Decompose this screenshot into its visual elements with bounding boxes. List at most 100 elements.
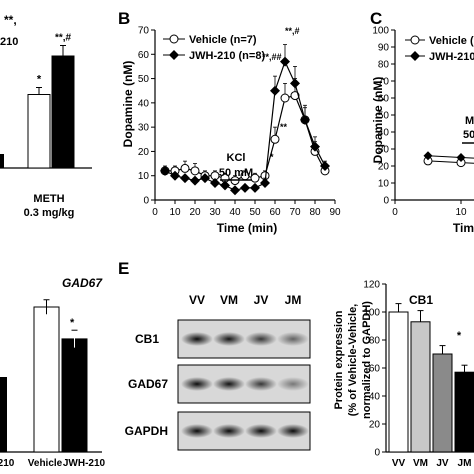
panel-c-ytick-label: 40: [378, 128, 390, 139]
blot-label-cb1: CB1: [135, 332, 159, 346]
panel-c-ytick-label: 60: [378, 94, 390, 105]
panel-c-series-line-0: [427, 160, 474, 164]
panel-c-series-line-1: [427, 155, 474, 159]
data-point-jwh210: [310, 141, 320, 152]
blot-label-gapdh: GAPDH: [125, 424, 168, 438]
panel-d-sig: *: [70, 317, 75, 329]
panel-a-bar-vehicle: [27, 94, 51, 169]
data-point-vehicle: [280, 93, 290, 103]
panel-c-xlabel-fragment: Tim: [453, 221, 474, 235]
panel-e-bar-jv: [432, 353, 453, 453]
panel-e-ytick-label: 40: [369, 392, 381, 403]
legend-c-vehicle-label: Vehicle (: [429, 35, 474, 47]
data-point-jwh210: [190, 175, 200, 186]
panel-b-xtick-label: 70: [289, 207, 301, 218]
panel-e-bar-vv: [388, 311, 409, 453]
blot-gad67-band: [213, 377, 245, 391]
data-point-jwh210: [220, 180, 230, 191]
panel-b-xlabel: Time (min): [217, 221, 277, 235]
panel-e-xtick-label: JV: [436, 458, 449, 469]
panel-d-xtick-1: Vehicle: [28, 458, 63, 469]
data-point-jwh210: [270, 85, 280, 96]
panel-b-ytick-label: 30: [138, 123, 150, 134]
panel-c-ytick-label: 30: [378, 145, 390, 156]
panel-e-bar-jm: [454, 371, 474, 453]
panel-e-xtick-label: JM: [458, 458, 472, 469]
panel-d-bar-offscreen: [0, 377, 7, 452]
panel-a-bar-jwh210: [51, 55, 75, 169]
panel-c-xtick-label: 0: [392, 207, 398, 218]
blot-gapdh-band: [181, 424, 213, 438]
data-point-vehicle: [250, 173, 260, 183]
panel-a-meth-label: METH: [33, 193, 64, 205]
data-point-jwh210: [230, 185, 240, 196]
panel-b-xtick-label: 30: [209, 207, 221, 218]
panel-e-ytick-label: 100: [363, 308, 380, 319]
legend-c-jwh-marker: [410, 51, 420, 61]
panel-e-ytick-label: 120: [363, 280, 380, 291]
panel-a-sig-jwh: **,#: [55, 33, 72, 44]
data-point-jwh210: [240, 182, 250, 193]
panel-b-xtick-label: 80: [309, 207, 321, 218]
blot-label-gad67: GAD67: [128, 377, 168, 391]
data-point-vehicle: [270, 134, 280, 144]
panel-b-letter: B: [118, 9, 130, 28]
lane-label-jv: JV: [254, 293, 269, 307]
legend-vehicle-label: Vehicle (n=7): [189, 34, 257, 46]
panel-c-fragment-m: M: [465, 115, 474, 127]
panel-c-xtick-label: 10: [455, 207, 467, 218]
panel-b-xtick-label: 90: [329, 207, 341, 218]
panel-a-sig-vehicle: *: [37, 74, 42, 86]
data-point-vehicle: [180, 163, 190, 173]
panel-b-xtick-label: 10: [169, 207, 181, 218]
data-point-jwh210: [300, 114, 310, 125]
panel-b-xtick-label: 60: [269, 207, 281, 218]
panel-b-xtick-label: 20: [189, 207, 201, 218]
panel-c-ytick-label: 70: [378, 77, 390, 88]
panel-b-sig-2: **,##: [262, 52, 282, 62]
blot-gapdh-band: [213, 424, 245, 438]
panel-c-ytick-label: 50: [378, 111, 390, 122]
blot-gad67-band: [277, 377, 309, 391]
lane-label-vm: VM: [220, 293, 238, 307]
legend-c-vehicle-marker: [410, 35, 420, 45]
panel-e-ylabel-3: normalized to GAPDH): [361, 301, 373, 419]
panel-d-bar-vehicle: [33, 306, 60, 453]
panel-a-partial: **, 210 * **,# METH 0.3 mg/kg: [0, 13, 92, 219]
data-point-jwh210: [290, 78, 300, 89]
data-point-jwh210: [260, 178, 270, 188]
panel-e-ytick-label: 0: [374, 448, 380, 459]
panel-c-fragment-50: 50: [463, 129, 474, 141]
panel-d-xtick-0: 210: [0, 458, 15, 469]
data-point-jwh210: [250, 182, 260, 193]
panel-e-bar-title: CB1: [409, 293, 433, 307]
blot-cb1-band: [213, 332, 245, 346]
legend-vehicle-marker: [169, 34, 179, 44]
legend-jwh-label: JWH-210 (n=8): [189, 50, 265, 62]
lane-label-vv: VV: [189, 293, 205, 307]
data-point-jwh210: [200, 173, 210, 184]
panel-c-point-jwh210: [423, 151, 433, 161]
legend-jwh-marker: [169, 50, 179, 60]
panel-b-legend: Vehicle (n=7) JWH-210 (n=8): [163, 34, 265, 62]
panel-b-sig-3: **: [280, 122, 288, 132]
panel-d-title: GAD67: [62, 276, 103, 290]
panel-c-letter: C: [370, 9, 382, 28]
panel-b-ytick-label: 70: [138, 26, 150, 37]
panel-c-ytick-label: 10: [378, 179, 390, 190]
panel-c-ytick-label: 80: [378, 60, 390, 71]
data-point-jwh210: [160, 165, 170, 176]
panel-b-ytick-label: 20: [138, 147, 150, 158]
panel-b-ytick-label: 60: [138, 50, 150, 61]
data-point-jwh210: [320, 161, 330, 171]
panel-b-sig-1: **,#: [285, 26, 300, 36]
legend-c-jwh-label: JWH-210: [429, 51, 474, 63]
data-point-jwh210: [210, 178, 220, 188]
panel-e-bar-vm: [410, 321, 431, 453]
panel-c-partial: C Dopamine (nM) Tim 0 10 20 30 40 50 60 70 80 90 1…: [370, 9, 474, 235]
panel-d-partial: GAD67 * 210 Vehicle JWH-210: [0, 276, 106, 469]
panel-a-marks-left: **,: [4, 13, 17, 27]
panel-b-xtick-label: 50: [249, 207, 261, 218]
data-point-jwh210: [180, 173, 190, 184]
